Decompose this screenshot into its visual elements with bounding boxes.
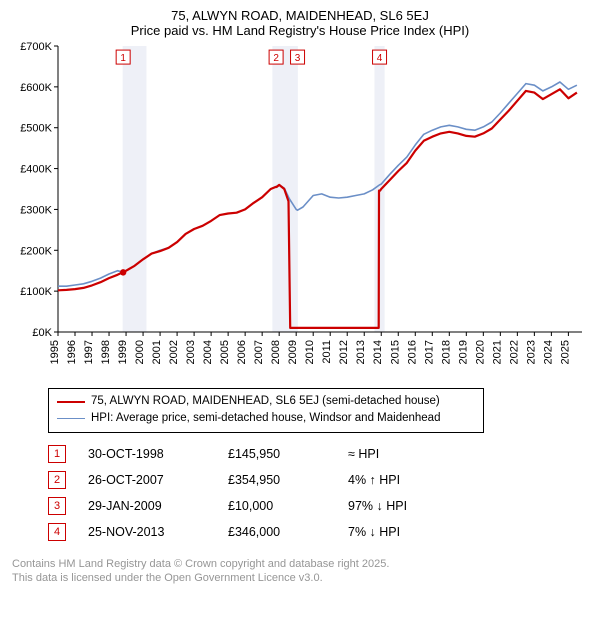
- svg-text:2000: 2000: [134, 340, 146, 364]
- footer-attribution: Contains HM Land Registry data © Crown c…: [12, 557, 588, 586]
- svg-text:£200K: £200K: [20, 245, 52, 257]
- event-price: £10,000: [228, 493, 348, 519]
- svg-text:£500K: £500K: [20, 123, 52, 135]
- svg-text:2018: 2018: [440, 340, 452, 364]
- legend-label: HPI: Average price, semi-detached house,…: [91, 410, 440, 427]
- event-delta: 97% ↓ HPI: [348, 493, 417, 519]
- event-row: 3 29-JAN-2009£10,00097% ↓ HPI: [48, 493, 417, 519]
- svg-text:2024: 2024: [542, 340, 554, 364]
- svg-text:3: 3: [295, 53, 301, 64]
- event-price: £346,000: [228, 519, 348, 545]
- svg-text:1: 1: [120, 53, 126, 64]
- event-marker-box: 1: [48, 445, 66, 463]
- svg-text:2023: 2023: [525, 340, 537, 364]
- legend-swatch: [57, 418, 85, 419]
- svg-text:£400K: £400K: [20, 164, 52, 176]
- title-line-2: Price paid vs. HM Land Registry's House …: [12, 23, 588, 38]
- svg-text:2003: 2003: [185, 340, 197, 364]
- event-marker-box: 3: [48, 497, 66, 515]
- svg-text:£600K: £600K: [20, 82, 52, 94]
- legend-row: HPI: Average price, semi-detached house,…: [57, 410, 475, 427]
- title-block: 75, ALWYN ROAD, MAIDENHEAD, SL6 5EJ Pric…: [12, 8, 588, 38]
- svg-text:2001: 2001: [151, 340, 163, 364]
- svg-text:1995: 1995: [49, 340, 61, 364]
- svg-text:£0K: £0K: [32, 327, 52, 339]
- event-marker-box: 4: [48, 523, 66, 541]
- line-chart: £0K £100K £200K £300K £400K £500K £600K £700K 19…: [12, 42, 588, 382]
- event-delta: 4% ↑ HPI: [348, 467, 417, 493]
- svg-text:1997: 1997: [83, 340, 95, 364]
- svg-text:1998: 1998: [100, 340, 112, 364]
- svg-text:2006: 2006: [236, 340, 248, 364]
- event-marker-box: 2: [48, 471, 66, 489]
- svg-text:£700K: £700K: [20, 42, 52, 53]
- event-date: 25-NOV-2013: [88, 519, 228, 545]
- svg-text:2014: 2014: [372, 340, 384, 364]
- svg-text:2015: 2015: [389, 340, 401, 364]
- svg-text:2009: 2009: [287, 340, 299, 364]
- legend-label: 75, ALWYN ROAD, MAIDENHEAD, SL6 5EJ (sem…: [91, 393, 440, 410]
- svg-text:2005: 2005: [219, 340, 231, 364]
- event-row: 2 26-OCT-2007£354,9504% ↑ HPI: [48, 467, 417, 493]
- svg-text:£100K: £100K: [20, 286, 52, 298]
- svg-text:2016: 2016: [406, 340, 418, 364]
- svg-text:2021: 2021: [491, 340, 503, 364]
- svg-text:2: 2: [273, 53, 279, 64]
- event-date: 26-OCT-2007: [88, 467, 228, 493]
- legend: 75, ALWYN ROAD, MAIDENHEAD, SL6 5EJ (sem…: [48, 388, 484, 433]
- event-row: 1 30-OCT-1998£145,950≈ HPI: [48, 441, 417, 467]
- svg-text:£300K: £300K: [20, 204, 52, 216]
- legend-swatch: [57, 401, 85, 403]
- svg-text:2010: 2010: [304, 340, 316, 364]
- footer-line-1: Contains HM Land Registry data © Crown c…: [12, 557, 588, 571]
- event-delta: 7% ↓ HPI: [348, 519, 417, 545]
- legend-row: 75, ALWYN ROAD, MAIDENHEAD, SL6 5EJ (sem…: [57, 393, 475, 410]
- svg-text:2011: 2011: [321, 340, 333, 364]
- svg-text:2008: 2008: [270, 340, 282, 364]
- event-date: 30-OCT-1998: [88, 441, 228, 467]
- svg-text:2025: 2025: [559, 340, 571, 364]
- svg-text:2019: 2019: [457, 340, 469, 364]
- title-line-1: 75, ALWYN ROAD, MAIDENHEAD, SL6 5EJ: [12, 8, 588, 23]
- svg-text:2022: 2022: [508, 340, 520, 364]
- event-price: £145,950: [228, 441, 348, 467]
- svg-text:2004: 2004: [202, 340, 214, 364]
- chart-svg: £0K £100K £200K £300K £400K £500K £600K £700K 19…: [12, 42, 588, 382]
- footer-line-2: This data is licensed under the Open Gov…: [12, 571, 588, 585]
- svg-text:4: 4: [377, 53, 383, 64]
- svg-text:2020: 2020: [474, 340, 486, 364]
- chart-container: 75, ALWYN ROAD, MAIDENHEAD, SL6 5EJ Pric…: [0, 0, 600, 597]
- svg-text:2002: 2002: [168, 340, 180, 364]
- svg-text:2012: 2012: [338, 340, 350, 364]
- event-row: 4 25-NOV-2013£346,0007% ↓ HPI: [48, 519, 417, 545]
- events-table: 1 30-OCT-1998£145,950≈ HPI 2 26-OCT-2007£35…: [48, 441, 588, 545]
- svg-text:2007: 2007: [253, 340, 265, 364]
- event-price: £354,950: [228, 467, 348, 493]
- event-delta: ≈ HPI: [348, 441, 417, 467]
- svg-text:1999: 1999: [117, 340, 129, 364]
- svg-text:2017: 2017: [423, 340, 435, 364]
- svg-text:2013: 2013: [355, 340, 367, 364]
- event-date: 29-JAN-2009: [88, 493, 228, 519]
- svg-text:1996: 1996: [66, 340, 78, 364]
